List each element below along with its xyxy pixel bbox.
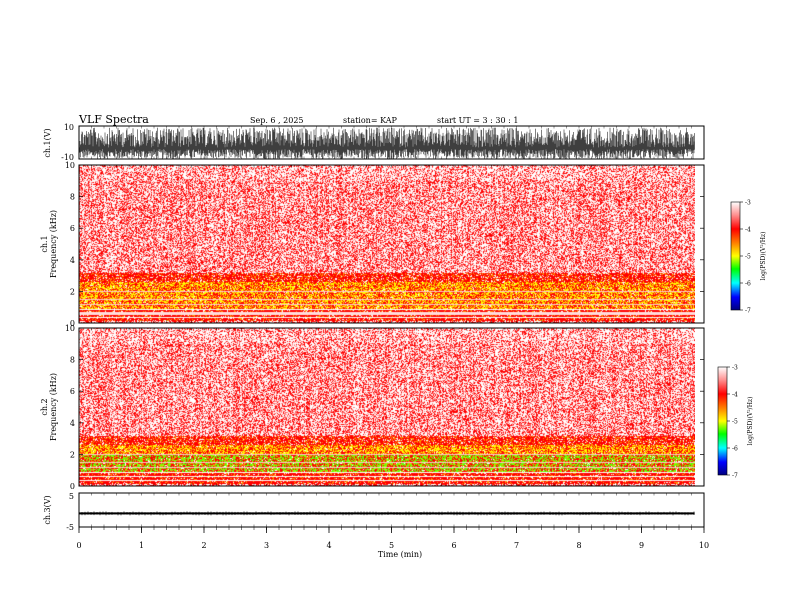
spec-ytick-label: 2 xyxy=(70,450,75,459)
ch1-ylabel: ch.1(V) xyxy=(43,128,52,157)
time-tick-label: 7 xyxy=(514,541,519,550)
spec-ytick-label: 4 xyxy=(70,256,75,265)
date-label: Sep. 6 , 2025 xyxy=(250,116,304,125)
colorbar-tick-label: -6 xyxy=(745,281,751,288)
ch2-colorbar-label: log(PSD)(V²/Hz) xyxy=(747,397,754,446)
ch1-ytick-top: 10 xyxy=(64,123,74,132)
spec-ytick-label: 4 xyxy=(70,419,75,428)
spec-ytick-label: 10 xyxy=(65,324,75,333)
ch2-spec-ylabel: Frequency (kHz) xyxy=(49,373,58,441)
ch3-ylabel: ch.3(V) xyxy=(43,495,52,524)
ch2-spectrogram-yticks: 0 2 4 6 8 10 xyxy=(65,324,704,491)
ch3-ytick-bottom: -5 xyxy=(66,523,74,532)
colorbar-tick-label: -5 xyxy=(745,254,751,261)
time-tick-label: 4 xyxy=(326,541,331,550)
spec-ytick-label: 6 xyxy=(70,387,75,396)
colorbar-tick-label: -7 xyxy=(745,308,751,315)
ch1-colorbar-ticks: -3 -4 -5 -6 -7 xyxy=(740,200,751,315)
ch3-waveform-frame xyxy=(78,492,705,528)
spec-ytick-label: 8 xyxy=(70,356,75,365)
ch2-colorbar: -3 -4 -5 -6 -7 log(PSD)(V²/Hz) xyxy=(717,365,754,480)
figure-title: VLF Spectra xyxy=(78,113,149,126)
ch1-waveform-panel: 10 -10 ch.1(V) xyxy=(43,123,705,162)
spec-ytick-label: 2 xyxy=(70,287,75,296)
colorbar-tick-label: -4 xyxy=(745,227,751,234)
spec-ytick-label: 0 xyxy=(70,319,75,328)
ch2-colorbar-gradient xyxy=(717,366,728,476)
ch1-waveform-trace xyxy=(78,127,695,159)
ch1-colorbar-label: log(PSD)(V²/Hz) xyxy=(760,232,767,281)
ch2-spectrogram-image xyxy=(79,328,695,486)
time-tick-label: 3 xyxy=(264,541,269,550)
ch2-spectrogram-panel: 0 2 4 6 8 10 ch.2 Frequency (kHz) xyxy=(40,324,705,491)
time-tick-label: 8 xyxy=(576,541,581,550)
ch1-spectrogram-image xyxy=(79,165,695,323)
time-tick-label: 10 xyxy=(699,541,709,550)
spec2-raster xyxy=(79,328,695,486)
ch1-waveform-line xyxy=(78,127,695,159)
colorbar-tick-label: -3 xyxy=(732,365,738,372)
time-tick-label: 6 xyxy=(451,541,456,550)
ch1-spectrogram-yticks: 0 2 4 6 8 10 xyxy=(65,161,704,328)
time-tick-label: 5 xyxy=(389,541,394,550)
colorbar-tick-label: -7 xyxy=(732,473,738,480)
ch2-colorbar-ticks: -3 -4 -5 -6 -7 xyxy=(727,365,738,480)
spec-ytick-label: 10 xyxy=(65,161,75,170)
spec-ytick-label: 6 xyxy=(70,224,75,233)
spec-ytick-label: 8 xyxy=(70,193,75,202)
ch3-signal-band xyxy=(79,512,695,515)
spec1-raster xyxy=(79,165,695,323)
ch1-colorbar-gradient xyxy=(730,201,741,311)
spec-ytick-label: 0 xyxy=(70,482,75,491)
ch2-spec-label-top: ch.2 xyxy=(40,398,49,415)
time-tick-label: 9 xyxy=(639,541,644,550)
colorbar-tick-label: -5 xyxy=(732,419,738,426)
ch3-waveform-trace xyxy=(78,511,695,516)
ch1-spec-ylabel: Frequency (kHz) xyxy=(49,210,58,278)
ch3-ytick-top: 5 xyxy=(69,492,74,501)
station-label: station= KAP xyxy=(343,116,398,125)
colorbar-tick-label: -4 xyxy=(732,392,738,399)
time-tick-label: 2 xyxy=(201,541,206,550)
ch1-colorbar: -3 -4 -5 -6 -7 log(PSD)(V²/Hz) xyxy=(730,200,767,315)
ch1-spec-label-top: ch.1 xyxy=(40,235,49,252)
time-axis-ticks: 0 1 2 3 4 5 6 7 8 9 10 xyxy=(76,126,709,550)
time-axis-label: Time (min) xyxy=(378,550,422,559)
ch1-spectrogram-panel: 0 2 4 6 8 10 ch.1 Frequency (kHz) xyxy=(40,161,705,328)
time-tick-label: 0 xyxy=(76,541,81,550)
start-time-label: start UT = 3 : 30 : 1 xyxy=(437,116,518,125)
ch1-ytick-bottom: -10 xyxy=(61,153,74,162)
colorbar-tick-label: -6 xyxy=(732,446,738,453)
ch3-waveform-panel: 5 -5 ch.3(V) 0 1 2 3 4 5 6 7 8 9 10 Time (min) xyxy=(43,126,709,559)
colorbar-tick-label: -3 xyxy=(745,200,751,207)
time-tick-label: 1 xyxy=(139,541,144,550)
